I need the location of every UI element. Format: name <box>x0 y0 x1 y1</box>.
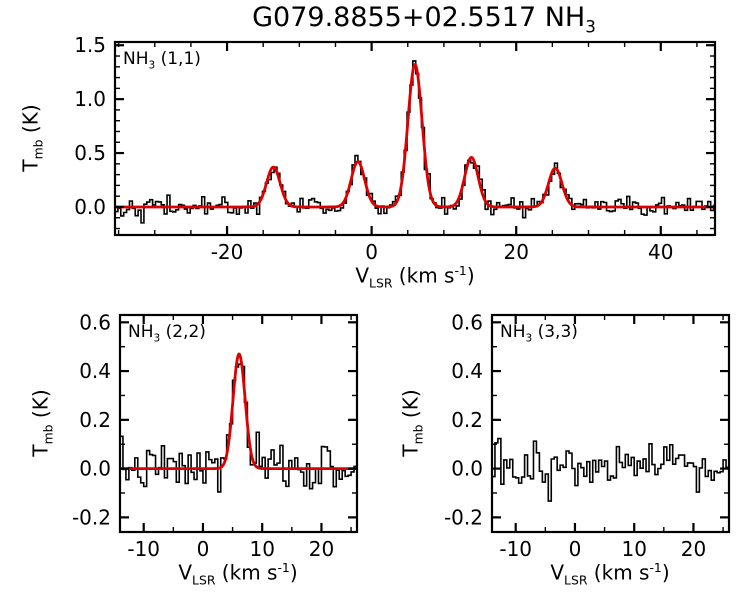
svg-text:-10: -10 <box>127 537 160 561</box>
panel-label-nh3-22: NH3 (2,2) <box>128 322 206 344</box>
y-label-sub: mb <box>40 424 56 445</box>
svg-text:0: 0 <box>365 240 378 264</box>
svg-text:20: 20 <box>309 537 334 561</box>
chart-title: G079.8855+02.5517 NH3 <box>252 2 596 36</box>
svg-text:0.2: 0.2 <box>451 408 483 432</box>
svg-text:0.6: 0.6 <box>79 310 111 334</box>
x-label-post: ) <box>661 560 670 585</box>
y-label-sub: mb <box>410 424 426 445</box>
svg-text:-20: -20 <box>211 240 244 264</box>
svg-text:20: 20 <box>503 240 528 264</box>
x-label-sub: LSR <box>192 572 216 588</box>
x-label-mid: (km s <box>215 560 278 585</box>
svg-text:0.0: 0.0 <box>74 195 106 219</box>
svg-text:-0.2: -0.2 <box>444 505 483 529</box>
svg-text:0.2: 0.2 <box>79 408 111 432</box>
x-label-post: ) <box>289 560 298 585</box>
panel-label-post: (1,1) <box>155 49 201 69</box>
svg-text:0.6: 0.6 <box>451 310 483 334</box>
y-axis-label-top: Tmb (K) <box>19 104 46 171</box>
chart-title-text: G079.8855+02.5517 NH <box>252 2 586 33</box>
svg-text:-10: -10 <box>499 537 532 561</box>
chart-title-subscript: 3 <box>585 16 596 37</box>
panel-label-pre: NH <box>128 322 154 342</box>
y-label-sub: mb <box>30 139 46 160</box>
panel-label-sub: 3 <box>153 332 161 345</box>
x-label-sup: -1 <box>277 560 290 575</box>
panel-label-nh3-33: NH3 (3,3) <box>500 322 578 344</box>
svg-text:0.4: 0.4 <box>79 359 111 383</box>
y-label-pre: T <box>28 444 53 457</box>
y-label-pre: T <box>398 444 423 457</box>
svg-text:0.5: 0.5 <box>74 141 106 165</box>
x-label-sup: -1 <box>649 560 662 575</box>
svg-text:0.0: 0.0 <box>79 457 111 481</box>
svg-text:1.0: 1.0 <box>74 87 106 111</box>
x-axis-label-bottom-right: VLSR (km s-1) <box>550 560 669 588</box>
svg-text:10: 10 <box>249 537 274 561</box>
x-label-sub: LSR <box>564 572 588 588</box>
panel-label-pre: NH <box>500 322 526 342</box>
x-label-post: ) <box>466 263 475 288</box>
panel-label-sub: 3 <box>148 59 156 72</box>
panel-label-post: (2,2) <box>160 322 206 342</box>
panel-label-pre: NH <box>123 49 149 69</box>
svg-text:0: 0 <box>197 537 210 561</box>
x-label-mid: (km s <box>392 263 455 288</box>
y-label-post: (K) <box>18 104 43 140</box>
x-label-pre: V <box>178 560 193 585</box>
svg-text:0.4: 0.4 <box>451 359 483 383</box>
x-axis-label-bottom-left: VLSR (km s-1) <box>178 560 297 588</box>
svg-text:0.0: 0.0 <box>451 457 483 481</box>
y-axis-label-bottom-right: Tmb (K) <box>399 389 426 456</box>
svg-text:-0.2: -0.2 <box>72 505 111 529</box>
svg-text:0: 0 <box>569 537 582 561</box>
y-axis-label-bottom-left: Tmb (K) <box>29 389 56 456</box>
panel-label-nh3-11: NH3 (1,1) <box>123 49 201 71</box>
y-label-post: (K) <box>28 389 53 425</box>
svg-text:1.5: 1.5 <box>74 33 106 57</box>
panel-label-sub: 3 <box>525 332 533 345</box>
svg-text:40: 40 <box>648 240 673 264</box>
x-label-pre: V <box>355 263 370 288</box>
x-label-sup: -1 <box>454 263 467 278</box>
svg-text:20: 20 <box>681 537 706 561</box>
y-label-post: (K) <box>398 389 423 425</box>
x-label-pre: V <box>550 560 565 585</box>
y-label-pre: T <box>18 159 43 172</box>
svg-text:10: 10 <box>621 537 646 561</box>
x-axis-label-top: VLSR (km s-1) <box>355 263 474 291</box>
x-label-sub: LSR <box>369 275 393 291</box>
x-label-mid: (km s <box>587 560 650 585</box>
panel-label-post: (3,3) <box>532 322 578 342</box>
